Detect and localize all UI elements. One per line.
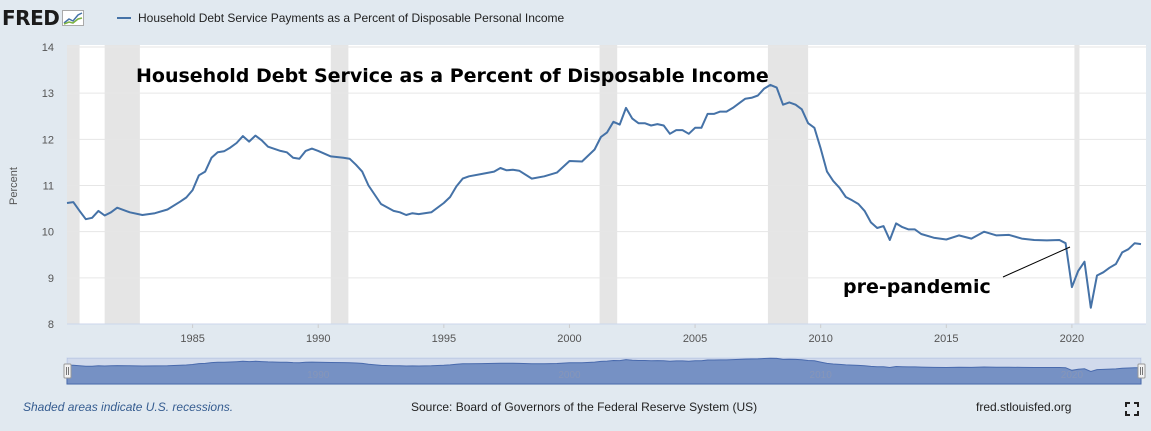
- chart-title: Household Debt Service as a Percent of D…: [136, 65, 769, 87]
- fred-logo[interactable]: FRED: [2, 6, 85, 30]
- recession-band: [1074, 45, 1080, 324]
- y-tick-label: 12: [42, 134, 54, 146]
- site-link[interactable]: fred.stlouisfed.org: [976, 400, 1072, 414]
- series-line: [66, 83, 1142, 309]
- annotation-pre-pandemic: pre-pandemic: [843, 276, 991, 298]
- recession-band: [599, 45, 618, 324]
- navigator-handle[interactable]: [1137, 363, 1146, 379]
- x-tick-label: 2000: [557, 333, 581, 345]
- y-tick-label: 14: [42, 42, 54, 54]
- legend-swatch: [117, 17, 131, 19]
- y-tick-label: 11: [43, 181, 54, 193]
- navigator-label: 2010: [810, 370, 833, 381]
- annotation-pointer: [1002, 246, 1071, 278]
- recession-note: Shaded areas indicate U.S. recessions.: [23, 400, 234, 414]
- x-tick-label: 2005: [683, 333, 707, 345]
- recession-band: [330, 45, 349, 324]
- y-tick-label: 10: [42, 227, 54, 239]
- navigator-label: 2000: [558, 370, 581, 381]
- navigator-handle[interactable]: [63, 363, 72, 379]
- x-tick-label: 2020: [1060, 333, 1084, 345]
- navigator-label: 1990: [307, 370, 330, 381]
- legend: Household Debt Service Payments as a Per…: [117, 11, 564, 25]
- fullscreen-icon[interactable]: [1125, 402, 1139, 416]
- navigator-series-area: [66, 357, 1142, 385]
- x-tick-label: 1995: [432, 333, 456, 345]
- navigator[interactable]: 1990 2000 2010 2020: [63, 357, 1146, 385]
- chart-logo-icon: [62, 10, 85, 26]
- navigator-mask: [67, 358, 1141, 384]
- y-axis-label: Percent: [8, 167, 20, 205]
- x-tick-label: 1985: [180, 333, 204, 345]
- x-tick-label: 1990: [306, 333, 330, 345]
- navigator-label: 2020: [1061, 370, 1084, 381]
- y-tick-label: 13: [42, 88, 54, 100]
- y-tick-label: 9: [48, 273, 54, 285]
- x-tick-label: 2010: [808, 333, 832, 345]
- recession-band: [67, 45, 80, 324]
- x-tick-label: 2015: [934, 333, 958, 345]
- source-text: Source: Board of Governors of the Federa…: [411, 400, 758, 414]
- y-tick-label: 8: [48, 319, 54, 331]
- legend-label: Household Debt Service Payments as a Per…: [138, 11, 565, 25]
- recession-band: [104, 45, 140, 324]
- logo-text: FRED: [2, 6, 60, 30]
